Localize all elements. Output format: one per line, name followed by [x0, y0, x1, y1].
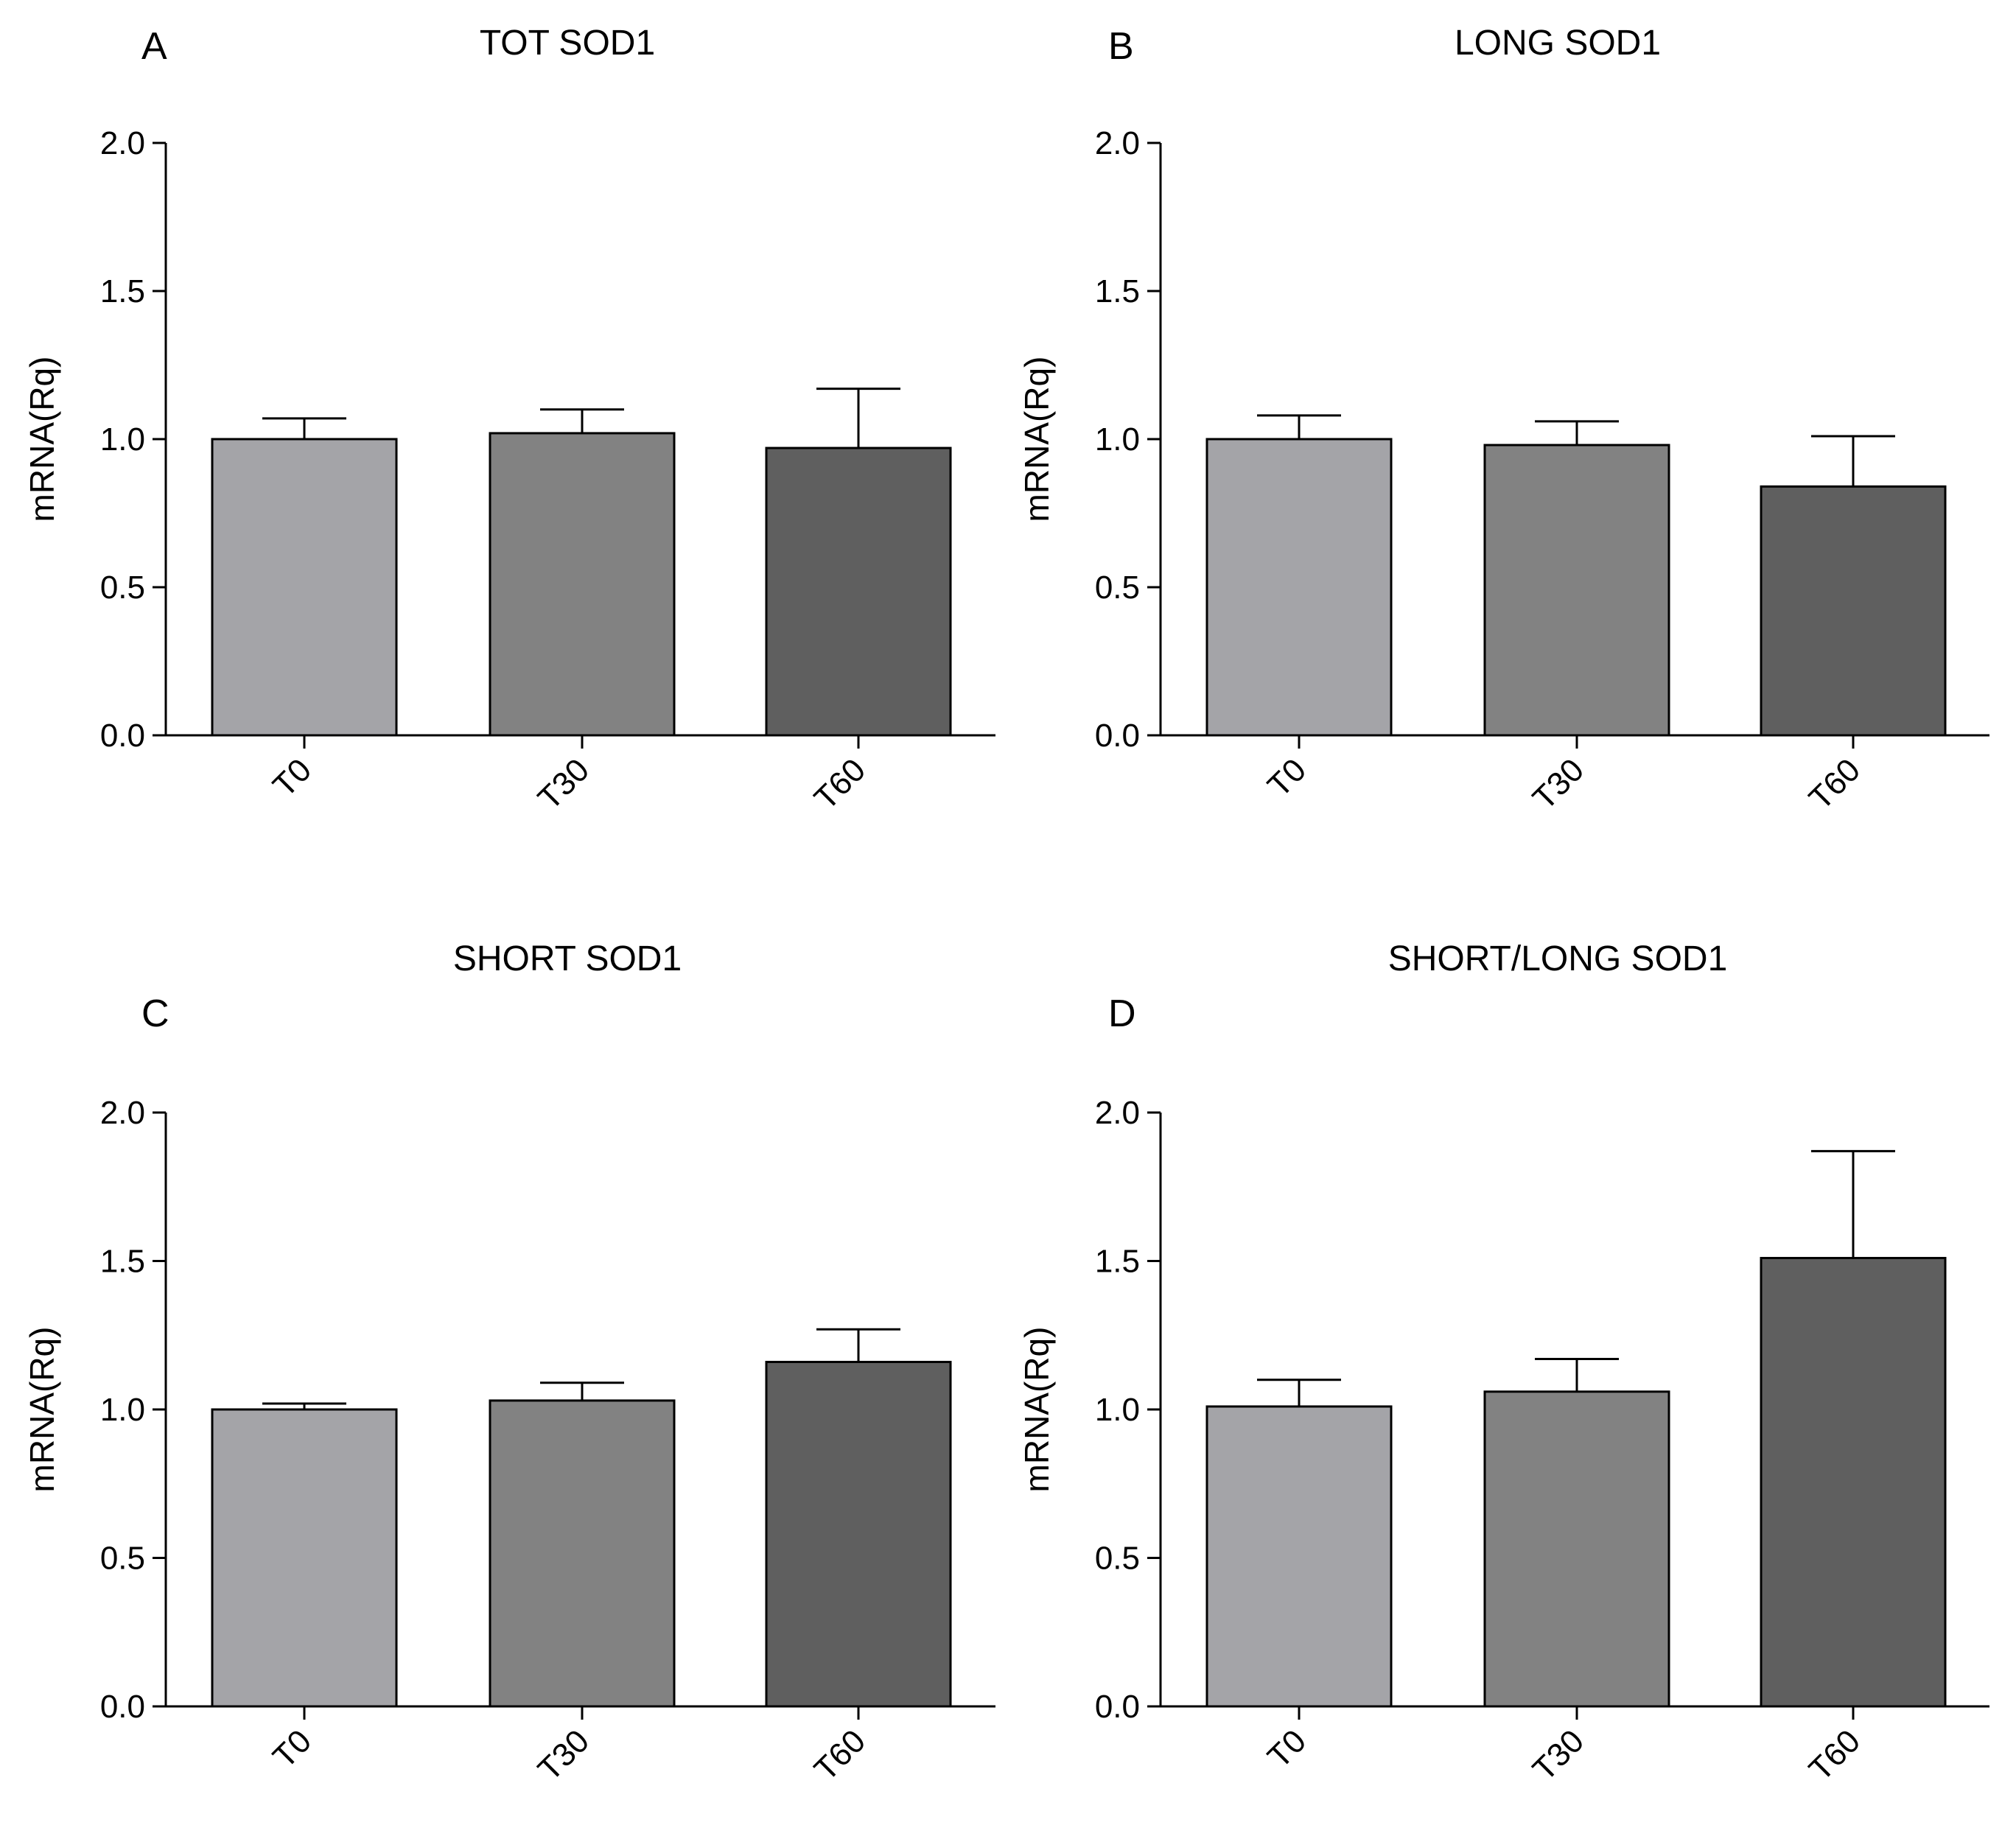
- y-tick-label: 0.5: [1095, 570, 1140, 606]
- y-tick-label: 0.0: [1095, 1689, 1140, 1725]
- y-tick-label: 0.5: [100, 1541, 145, 1577]
- x-tick-label-t0: T0: [266, 752, 318, 804]
- bar-t30: [1483, 444, 1670, 737]
- y-tick-label: 0.5: [100, 570, 145, 606]
- y-tick-label: 0.0: [1095, 718, 1140, 754]
- bar-t0: [1205, 438, 1393, 737]
- x-tick-label-t60: T60: [808, 1723, 872, 1787]
- chart-panel-c: C SHORT SOD1 mRNA(Rq) 0.0 0.5 1.0 1.5 2.0 T0 T30 T…: [23, 939, 995, 1788]
- y-axis-label: mRNA(Rq): [1018, 1327, 1056, 1493]
- x-tick-label-t60: T60: [1802, 1723, 1867, 1787]
- panel-letter: B: [1108, 25, 1134, 68]
- chart-panel-d: D SHORT/LONG SOD1 mRNA(Rq) 0.0 0.5 1.0 1.5 2.0 T…: [1018, 939, 1989, 1788]
- y-axis-label: mRNA(Rq): [23, 357, 61, 522]
- x-tick-label-t30: T30: [1526, 1723, 1591, 1787]
- y-tick-label: 1.5: [100, 1244, 145, 1280]
- x-tick-label-t0: T0: [1261, 1723, 1313, 1775]
- bar-t60: [1760, 1256, 1947, 1708]
- x-tick-label-t60: T60: [808, 752, 872, 816]
- panel-letter: A: [141, 25, 167, 68]
- chart-title: SHORT/LONG SOD1: [1388, 939, 1728, 978]
- y-tick-label: 1.5: [1095, 273, 1140, 309]
- y-tick-label: 1.0: [100, 421, 145, 458]
- y-tick-label: 0.0: [100, 718, 145, 754]
- y-tick-label: 1.0: [1095, 1392, 1140, 1428]
- bar-t0: [1205, 1405, 1393, 1708]
- y-tick-label: 0.5: [1095, 1541, 1140, 1577]
- bar-t60: [1760, 485, 1947, 737]
- x-tick-label-t30: T30: [531, 1723, 596, 1787]
- panel-letter: D: [1108, 992, 1136, 1035]
- y-tick-label: 0.0: [100, 1689, 145, 1725]
- chart-panel-a: A TOT SOD1 mRNA(Rq) 0.0 0.5 1.0 1.5 2.0 T0 T30 T60: [23, 24, 995, 817]
- y-tick-label: 2.0: [100, 1095, 145, 1131]
- bar-t30: [489, 432, 676, 737]
- y-tick-label: 1.0: [100, 1392, 145, 1428]
- bar-t30: [1483, 1390, 1670, 1708]
- y-tick-label: 1.5: [1095, 1244, 1140, 1280]
- panel-letter: C: [141, 992, 169, 1035]
- y-tick-label: 1.0: [1095, 421, 1140, 458]
- y-tick-label: 2.0: [1095, 125, 1140, 161]
- bar-t60: [765, 446, 952, 737]
- chart-title: SHORT SOD1: [453, 939, 682, 978]
- chart-panel-b: B LONG SOD1 mRNA(Rq) 0.0 0.5 1.0 1.5 2.0 T0 T30 T6…: [1018, 24, 1989, 817]
- y-tick-label: 2.0: [1095, 1095, 1140, 1131]
- y-axis-label: mRNA(Rq): [1018, 357, 1056, 522]
- x-tick-label-t0: T0: [266, 1723, 318, 1775]
- bar-t30: [489, 1399, 676, 1708]
- x-tick-label-t30: T30: [531, 752, 596, 816]
- bar-t0: [211, 1408, 398, 1708]
- chart-title: TOT SOD1: [480, 24, 655, 63]
- x-tick-label-t60: T60: [1802, 752, 1867, 816]
- x-tick-label-t30: T30: [1526, 752, 1591, 816]
- y-tick-label: 2.0: [100, 125, 145, 161]
- x-tick-label-t0: T0: [1261, 752, 1313, 804]
- bar-t60: [765, 1361, 952, 1708]
- y-tick-label: 1.5: [100, 273, 145, 309]
- chart-title: LONG SOD1: [1455, 24, 1661, 63]
- bar-t0: [211, 438, 398, 737]
- y-axis-label: mRNA(Rq): [23, 1327, 61, 1493]
